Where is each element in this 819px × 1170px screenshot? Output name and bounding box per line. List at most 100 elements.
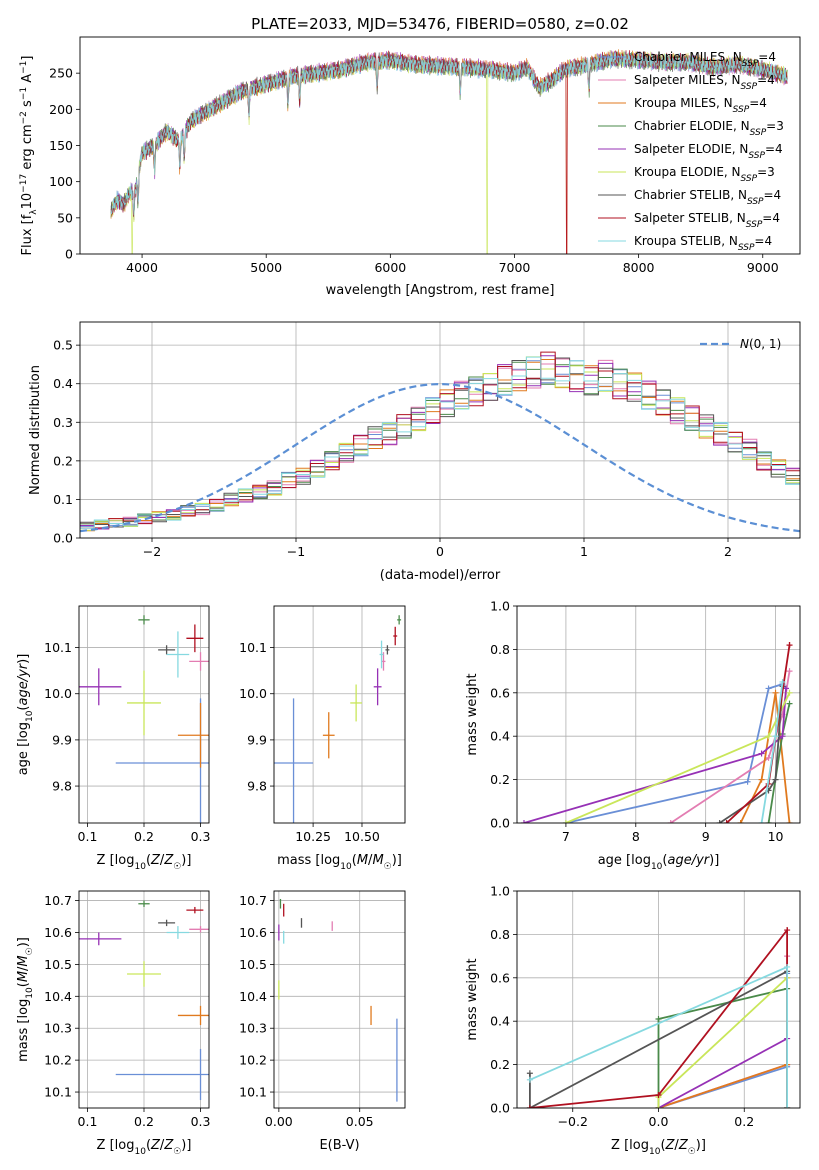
weight_vs_Z-xtick-label-0: −0.2 bbox=[558, 1114, 588, 1129]
weight_vs_age-xtick-label-0: 7 bbox=[562, 829, 570, 844]
weight_vs_Z-ytick-label-4: 0.8 bbox=[490, 927, 510, 942]
weight_vs_age-marker-4-1 bbox=[758, 750, 765, 757]
mass_vs_EBV-plot-area bbox=[278, 898, 398, 1102]
residuals-plot-area bbox=[80, 351, 800, 533]
weight_vs_age-ytick-label-4: 0.8 bbox=[490, 642, 510, 657]
weight_vs_Z-marker-7-2 bbox=[784, 927, 791, 934]
weight_vs_Z-ytick-label-5: 1.0 bbox=[490, 884, 510, 899]
mass_vs_EBV-ytick-label-4: 10.5 bbox=[239, 957, 267, 972]
weight_vs_Z-series-6 bbox=[529, 970, 788, 1108]
mass_vs_EBV-ytick-label-0: 10.1 bbox=[239, 1085, 267, 1100]
residuals-ytick-label-1: 0.1 bbox=[53, 492, 73, 507]
weight_vs_age-plot-area bbox=[520, 642, 793, 823]
mass_vs_EBV-ytick-label-3: 10.4 bbox=[239, 989, 267, 1004]
weight_vs_age-marker-4-2 bbox=[779, 733, 786, 740]
weight_vs_age-marker-7-3 bbox=[786, 642, 793, 649]
age_vs_Z-xtick-label-2: 0.3 bbox=[191, 829, 211, 844]
weight_vs_age-marker-3-2 bbox=[786, 700, 793, 707]
weight_vs_age-xlabel: age [log10(age/yr)] bbox=[598, 853, 720, 872]
weight_vs_age-marker-0-2 bbox=[765, 685, 772, 692]
residuals-xlabel: (data-model)/error bbox=[380, 568, 501, 583]
mass_vs_Z-ytick-label-3: 10.4 bbox=[44, 989, 72, 1004]
age_vs_mass-frame bbox=[273, 605, 406, 824]
weight_vs_age-marker-6-2 bbox=[772, 776, 779, 783]
weight_vs_Z-frame bbox=[516, 890, 801, 1109]
weight_vs_age-marker-2-0 bbox=[737, 820, 744, 823]
panel-weight_vs_Z: −0.2 0.0 0.2 0.0 0.2 0.4 0.6 0.8 1.0 Z [log10(Z/Z… bbox=[465, 884, 801, 1157]
mass_vs_Z-plot-area bbox=[79, 900, 209, 1101]
residuals-ylabel: Normed distribution bbox=[28, 365, 43, 495]
age_vs_Z-frame bbox=[78, 605, 210, 824]
weight_vs_age-series-4 bbox=[523, 688, 787, 823]
age_vs_mass-xtick-label-1: 10.50 bbox=[344, 829, 380, 844]
spectrum-ytick-label-0: 0 bbox=[65, 247, 73, 262]
weight_vs_Z-ytick-label-3: 0.6 bbox=[490, 970, 510, 985]
age_vs_mass-ytick-label-3: 10.1 bbox=[239, 640, 267, 655]
mass_vs_EBV-ytick-label-5: 10.6 bbox=[239, 925, 267, 940]
age_vs_Z-xtick-label-0: 0.1 bbox=[78, 829, 98, 844]
residuals-xtick-label-4: 2 bbox=[724, 544, 732, 559]
age_vs_mass-xlabel: mass [log10(M/M☉)] bbox=[277, 853, 402, 872]
mass_vs_Z-frame bbox=[78, 890, 210, 1109]
weight_vs_age-ytick-label-0: 0.0 bbox=[490, 816, 510, 831]
weight_vs_age-xtick-label-2: 9 bbox=[702, 829, 710, 844]
spectrum-ylabel: Flux [fλ10−17 erg cm−2 s−1 A−1] bbox=[19, 56, 39, 256]
spectrum-frame bbox=[79, 36, 801, 255]
age_vs_mass-xtick-label-0: 10.25 bbox=[295, 829, 331, 844]
mass_vs_EBV-xlabel: E(B-V) bbox=[319, 1138, 359, 1153]
age_vs_Z-xlabel: Z [log10(Z/Z☉)] bbox=[97, 853, 192, 872]
weight_vs_age-marker-5-1 bbox=[765, 733, 772, 740]
weight_vs_age-marker-0-1 bbox=[744, 778, 751, 785]
weight_vs_Z-ytick-label-0: 0.0 bbox=[490, 1101, 510, 1116]
weight_vs_Z-plot-area bbox=[526, 927, 791, 1108]
weight_vs_age-marker-4-3 bbox=[783, 685, 790, 692]
residuals-frame bbox=[79, 321, 801, 539]
residuals-ytick-label-4: 0.4 bbox=[53, 376, 73, 391]
residuals-xtick-label-1: −1 bbox=[287, 544, 305, 559]
age_vs_Z-plot-area bbox=[79, 615, 209, 823]
weight_vs_age-marker-2-1 bbox=[758, 776, 765, 783]
residuals-hist-8 bbox=[80, 356, 800, 529]
spectrum-xtick-label-0: 4000 bbox=[126, 260, 158, 275]
weight_vs_age-marker-1-3 bbox=[786, 668, 793, 675]
weight_vs_Z-marker-7-0 bbox=[526, 1105, 533, 1108]
panel-residuals: −2 −1 0 1 2 0.0 0.1 0.2 0.3 0.4 0.5 (data-model)/er… bbox=[28, 321, 801, 583]
weight_vs_Z-marker-7-1 bbox=[655, 1091, 662, 1098]
spectrum-series-8 bbox=[110, 51, 788, 216]
spectrum-ytick-label-2: 100 bbox=[49, 174, 73, 189]
age_vs_mass-plot-area bbox=[274, 615, 402, 823]
age_vs_Z-ytick-label-1: 9.9 bbox=[52, 732, 72, 747]
weight_vs_age-ytick-label-3: 0.6 bbox=[490, 685, 510, 700]
mass_vs_Z-ytick-label-4: 10.5 bbox=[44, 957, 72, 972]
mass_vs_EBV-frame bbox=[273, 890, 406, 1109]
weight_vs_age-ytick-label-2: 0.4 bbox=[490, 729, 510, 744]
mass_vs_Z-ytick-label-6: 10.7 bbox=[44, 893, 72, 908]
residuals-xtick-label-2: 0 bbox=[436, 544, 444, 559]
panel-spectrum: 4000 5000 6000 7000 8000 9000 0 50 100 150 200 250 w… bbox=[19, 36, 801, 298]
weight_vs_Z-ytick-label-2: 0.4 bbox=[490, 1014, 510, 1029]
weight_vs_Z-marker-8-0 bbox=[526, 1076, 533, 1083]
weight_vs_Z-xtick-label-2: 0.2 bbox=[734, 1114, 754, 1129]
mass_vs_EBV-ytick-label-2: 10.3 bbox=[239, 1021, 267, 1036]
residuals-ytick-label-2: 0.2 bbox=[53, 453, 73, 468]
weight_vs_age-xtick-label-3: 10 bbox=[768, 829, 784, 844]
legend-label-3: Chabrier ELODIE, NSSP=3 bbox=[634, 119, 784, 138]
weight_vs_Z-ylabel: mass weight bbox=[465, 958, 480, 1040]
weight_vs_age-ytick-label-5: 1.0 bbox=[490, 599, 510, 614]
residuals-ytick-label-3: 0.3 bbox=[53, 415, 73, 430]
weight_vs_age-marker-5-2 bbox=[786, 689, 793, 696]
age_vs_mass-ytick-label-2: 10.0 bbox=[239, 686, 267, 701]
mass_vs_EBV-xtick-label-0: 0.00 bbox=[265, 1114, 293, 1129]
spectrum-xtick-label-2: 6000 bbox=[374, 260, 406, 275]
legend-label-2: Kroupa MILES, NSSP=4 bbox=[634, 96, 767, 115]
residuals-normal-curve bbox=[80, 382, 800, 533]
panel-weight_vs_age: 7 8 9 10 0.0 0.2 0.4 0.6 0.8 1.0 age [log10(age/yr… bbox=[465, 599, 801, 872]
weight_vs_Z-marker-5-0 bbox=[655, 1105, 662, 1108]
weight_vs_Z-marker-8-2 bbox=[784, 1105, 791, 1108]
spectrum-ytick-label-4: 200 bbox=[49, 102, 73, 117]
mass_vs_EBV-ytick-label-6: 10.7 bbox=[239, 893, 267, 908]
weight_vs_age-marker-3-0 bbox=[765, 820, 772, 823]
residuals-xtick-label-3: 1 bbox=[580, 544, 588, 559]
legend-label-4: Salpeter ELODIE, NSSP=4 bbox=[634, 142, 783, 161]
weight_vs_Z-ytick-label-1: 0.2 bbox=[490, 1057, 510, 1072]
